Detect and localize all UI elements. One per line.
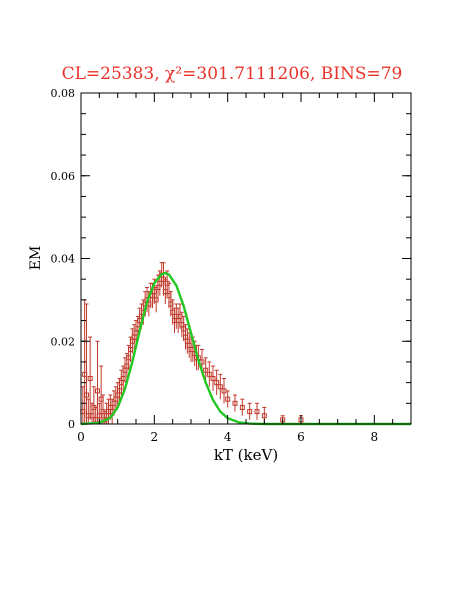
- y-axis-ticks: 0 0.02 0.04 0.06 0.08: [51, 87, 411, 431]
- data-points: [80, 262, 304, 424]
- point-marker: [247, 409, 253, 415]
- x-tick-label: 8: [371, 430, 379, 444]
- data-point: [203, 357, 209, 383]
- data-point: [217, 373, 223, 400]
- x-tick-label: 0: [77, 430, 85, 444]
- x-axis-ticks: 0 2 4 6 8: [77, 93, 394, 444]
- data-point: [247, 402, 253, 420]
- data-point: [214, 369, 220, 396]
- point-marker: [232, 400, 238, 406]
- data-point: [225, 390, 231, 408]
- point-marker: [217, 384, 223, 390]
- data-point: [232, 394, 238, 412]
- x-axis-label: kT (keV): [214, 446, 278, 464]
- chart-title: CL=25383, χ²=301.7111206, BINS=79: [62, 64, 403, 84]
- y-axis-label: EM: [28, 246, 44, 271]
- y-tick-label: 0.04: [51, 253, 76, 266]
- y-tick-label: 0: [68, 418, 75, 431]
- x-tick-label: 6: [297, 430, 305, 444]
- y-tick-label: 0.02: [51, 335, 76, 348]
- x-tick-label: 2: [151, 430, 159, 444]
- data-point: [84, 303, 89, 424]
- point-marker: [210, 375, 216, 381]
- point-marker: [206, 371, 212, 377]
- y-tick-label: 0.06: [51, 170, 76, 183]
- data-point: [206, 361, 212, 387]
- data-point: [210, 365, 216, 391]
- plot-frame: [80, 92, 412, 425]
- point-marker: [84, 392, 89, 398]
- point-marker: [95, 388, 100, 394]
- data-point: [239, 398, 245, 416]
- plot-area: 0 2 4 6 8 0 0.02 0.04 0.06 0.08: [51, 87, 412, 444]
- point-marker: [203, 367, 209, 373]
- point-marker: [87, 375, 93, 381]
- point-marker: [239, 404, 245, 410]
- data-point: [95, 340, 100, 424]
- point-marker: [225, 396, 231, 402]
- x-tick-label: 4: [224, 430, 232, 444]
- data-point: [254, 402, 260, 420]
- model-curve: [80, 271, 411, 426]
- data-point: [87, 336, 93, 420]
- y-tick-label: 0.08: [51, 87, 76, 100]
- point-marker: [214, 380, 220, 386]
- point-marker: [254, 409, 260, 415]
- point-marker: [261, 413, 267, 419]
